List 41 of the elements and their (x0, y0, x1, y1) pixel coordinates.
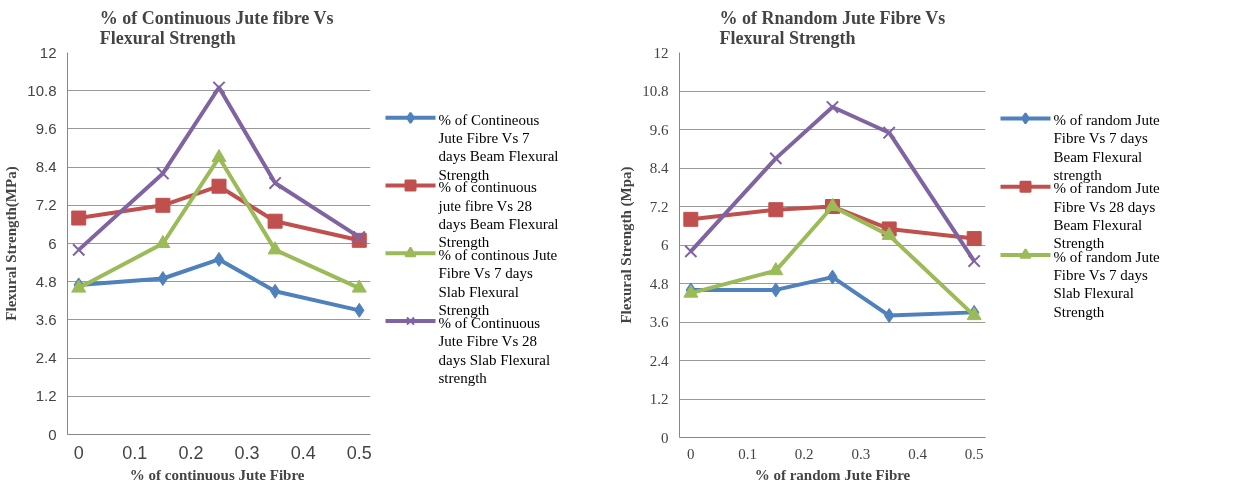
y-tick-label: 10.8 (642, 83, 669, 99)
x-tick-label: 0.3 (851, 445, 871, 462)
x-tick-label: 0 (73, 442, 84, 463)
y-tick-label: 7.2 (35, 196, 57, 214)
y-tick-label: 1.2 (35, 387, 57, 405)
y-tick-label: 0 (661, 429, 669, 446)
y-tick-label: 8.4 (649, 160, 669, 176)
legend-label: % of random Jute Fibre Vs 7 days Beam Flexural strength (1053, 112, 1161, 184)
x-axis-title: % of random Jute Fibre (754, 466, 911, 483)
y-tick-label: 1.2 (649, 391, 669, 407)
x-tick-label: 0 (687, 445, 695, 462)
x-tick-label: 0.2 (794, 445, 814, 462)
y-tick-label: 4.8 (35, 272, 57, 290)
x-tick-label: 0.3 (234, 442, 260, 463)
y-tick-label: 8.4 (35, 158, 57, 176)
x-tick-label: 0.1 (738, 445, 757, 462)
x-tick-label: 0.1 (122, 442, 148, 463)
y-tick-label: 2.4 (35, 349, 57, 367)
chart-title: % of Continuous Jute fibre Vs Flexural Strength (99, 7, 334, 48)
y-tick-label: 2.4 (649, 352, 669, 369)
y-tick-label: 3.6 (649, 314, 669, 330)
y-tick-label: 12 (653, 44, 669, 61)
y-tick-label: 6 (48, 234, 57, 252)
x-tick-label: 0.5 (964, 445, 984, 462)
x-axis-title: % of continuous Jute Fibre (129, 466, 305, 483)
y-tick-label: 9.6 (35, 119, 57, 137)
y-tick-label: 3.6 (35, 310, 57, 328)
y-tick-label: 12 (39, 43, 57, 61)
y-tick-label: 6 (661, 237, 669, 253)
y-tick-label: 7.2 (649, 198, 669, 215)
x-tick-label: 0.4 (290, 442, 316, 463)
x-tick-label: 0.5 (346, 442, 372, 463)
x-tick-label: 0.2 (178, 442, 204, 463)
y-tick-label: 0 (48, 425, 57, 443)
y-tick-label: 4.8 (649, 275, 669, 292)
y-tick-label: 10.8 (27, 81, 57, 99)
y-axis-title: Flexural Strength(MPa) (3, 166, 21, 321)
x-tick-label: 0.4 (908, 445, 928, 462)
y-axis-title: Flexural Strength (Mpa) (618, 166, 636, 324)
chart-title: % of Rnandom Jute Fibre Vs Flexural Strength (719, 7, 946, 48)
y-tick-label: 9.6 (649, 121, 669, 138)
